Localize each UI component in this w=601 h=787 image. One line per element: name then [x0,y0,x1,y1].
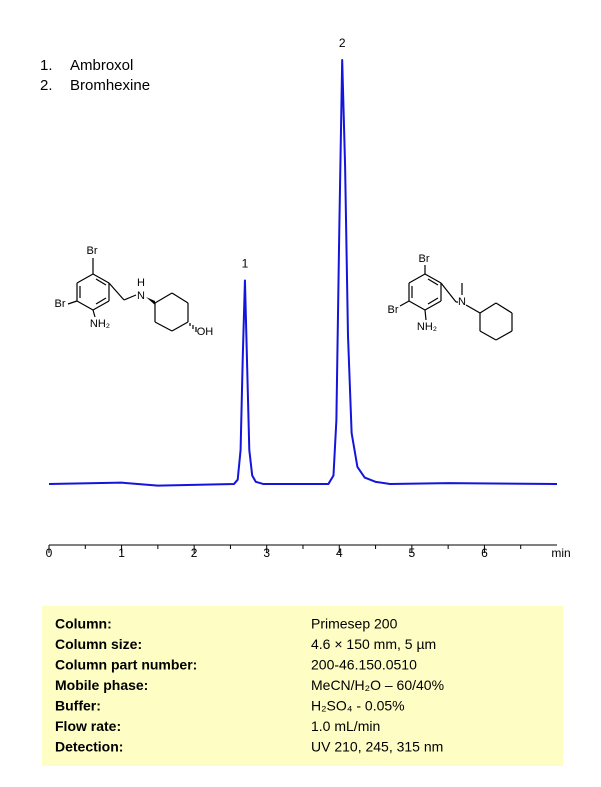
condition-value: UV 210, 245, 315 nm [311,739,443,755]
legend-number: 2. [40,77,53,94]
condition-value: 1.0 mL/min [311,718,380,734]
condition-label: Detection: [55,739,123,755]
peak-label: 2 [339,36,346,50]
condition-label: Mobile phase: [55,677,148,693]
x-tick-label: 4 [336,546,343,560]
atom-label: OH [197,326,214,338]
x-tick-label: 6 [481,546,488,560]
legend-number: 1. [40,57,53,74]
atom-label: Br [419,253,430,265]
conditions-box [42,606,563,766]
legend-name: Bromhexine [70,77,150,94]
condition-value: 4.6 × 150 mm, 5 µm [311,636,436,652]
atom-label: H [137,277,145,289]
x-tick-label: 3 [263,546,270,560]
x-tick-label: 5 [409,546,416,560]
condition-value: H₂SO₄ - 0.05% [311,698,405,714]
x-tick-label: 0 [46,546,53,560]
ambroxol-structure [67,258,197,332]
condition-value: Primesep 200 [311,616,398,632]
x-axis-label: min [551,546,570,560]
condition-label: Column: [55,616,112,632]
peak-label: 1 [242,257,249,271]
condition-label: Buffer: [55,698,101,714]
x-tick-label: 2 [191,546,198,560]
atom-label: N [137,290,145,302]
chromatogram-trace [48,59,558,487]
condition-label: Column part number: [55,657,197,673]
condition-label: Flow rate: [55,718,121,734]
atom-label: N [458,296,466,308]
bromhexine-structure [399,265,513,341]
legend-name: Ambroxol [70,57,133,74]
atom-label: Br [87,245,98,257]
condition-value: MeCN/H₂O – 60/40% [311,677,444,693]
x-tick-label: 1 [118,546,125,560]
atom-label: Br [388,304,399,316]
atom-label: Br [55,298,66,310]
atom-label: NH₂ [417,321,437,333]
atom-label: NH₂ [90,318,110,330]
condition-label: Column size: [55,636,142,652]
condition-value: 200-46.150.0510 [311,657,417,673]
